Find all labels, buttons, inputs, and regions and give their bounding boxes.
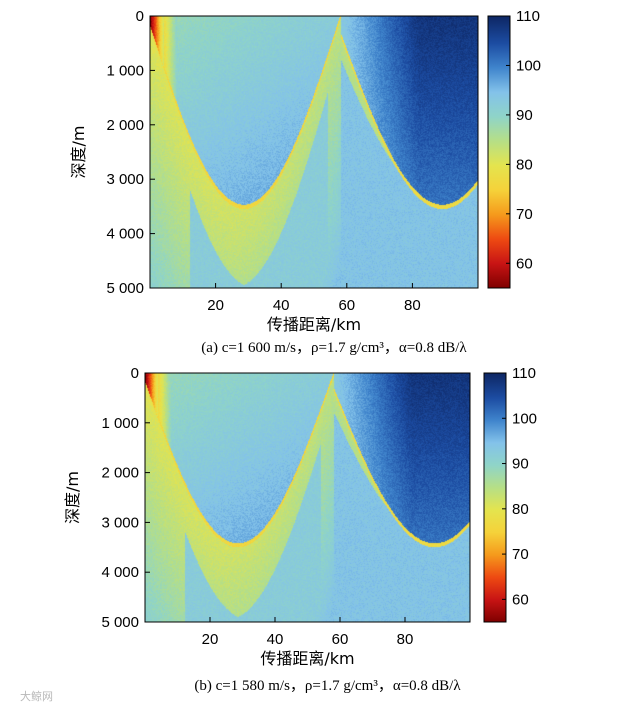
y-tick-label: 3 000 — [101, 514, 139, 531]
y-tick-label: 0 — [131, 365, 139, 382]
x-tick-label: 60 — [338, 297, 355, 314]
colorbar — [488, 16, 510, 288]
colorbar-tick-label: 60 — [516, 255, 533, 272]
panel-caption: (b) c=1 580 m/s，ρ=1.7 g/cm³，α=0.8 dB/λ — [194, 678, 461, 694]
colorbar-tick-label: 90 — [516, 107, 533, 124]
y-axis-label: 深度/m — [63, 471, 82, 524]
colorbar-tick-label: 60 — [512, 591, 529, 608]
y-tick-label: 0 — [136, 8, 144, 25]
watermark: 大鲸网 — [20, 689, 53, 703]
heatmap-field — [145, 373, 470, 622]
colorbar — [484, 373, 506, 622]
colorbar-tick-label: 110 — [512, 365, 536, 382]
y-tick-label: 2 000 — [106, 117, 144, 134]
x-axis-label: 传播距离/km — [260, 649, 354, 668]
colorbar-tick-label: 100 — [512, 410, 537, 427]
figure: 0 1 000 2 000 3 000 4 000 5 000 20 40 60 80 传播距离/k… — [0, 0, 632, 708]
colorbar-tick-label: 110 — [516, 8, 540, 25]
colorbar-tick-label: 80 — [512, 501, 529, 518]
y-tick-label: 4 000 — [101, 564, 139, 581]
y-tick-label: 5 000 — [101, 614, 139, 631]
colorbar-tick-label: 70 — [512, 546, 529, 563]
y-tick-label: 3 000 — [106, 171, 144, 188]
x-tick-label: 40 — [273, 297, 290, 314]
colorbar-tick-label: 90 — [512, 456, 529, 473]
y-tick-label: 2 000 — [101, 465, 139, 482]
panel-caption: (a) c=1 600 m/s，ρ=1.7 g/cm³，α=0.8 dB/λ — [201, 340, 467, 356]
heatmap-panel-a: 0 1 000 2 000 3 000 4 000 5 000 20 40 60 80 传播距离/k… — [69, 8, 541, 356]
y-axis-label: 深度/m — [69, 126, 88, 179]
y-tick-label: 5 000 — [106, 280, 144, 297]
x-tick-label: 20 — [202, 631, 219, 648]
y-tick-label: 4 000 — [106, 226, 144, 243]
colorbar-tick-label: 80 — [516, 156, 533, 173]
colorbar-tick-label: 70 — [516, 206, 533, 223]
x-tick-label: 20 — [207, 297, 224, 314]
y-tick-label: 1 000 — [106, 62, 144, 79]
colorbar-tick-label: 100 — [516, 57, 541, 74]
x-tick-label: 80 — [397, 631, 414, 648]
heatmap-panel-b: 0 1 000 2 000 3 000 4 000 5 000 20 40 60 80 传播距离/k… — [63, 365, 537, 694]
heatmap-field — [150, 16, 478, 288]
x-tick-label: 40 — [267, 631, 284, 648]
x-tick-label: 80 — [404, 297, 421, 314]
x-tick-label: 60 — [332, 631, 349, 648]
y-tick-label: 1 000 — [101, 415, 139, 432]
x-axis-label: 传播距离/km — [267, 315, 361, 334]
